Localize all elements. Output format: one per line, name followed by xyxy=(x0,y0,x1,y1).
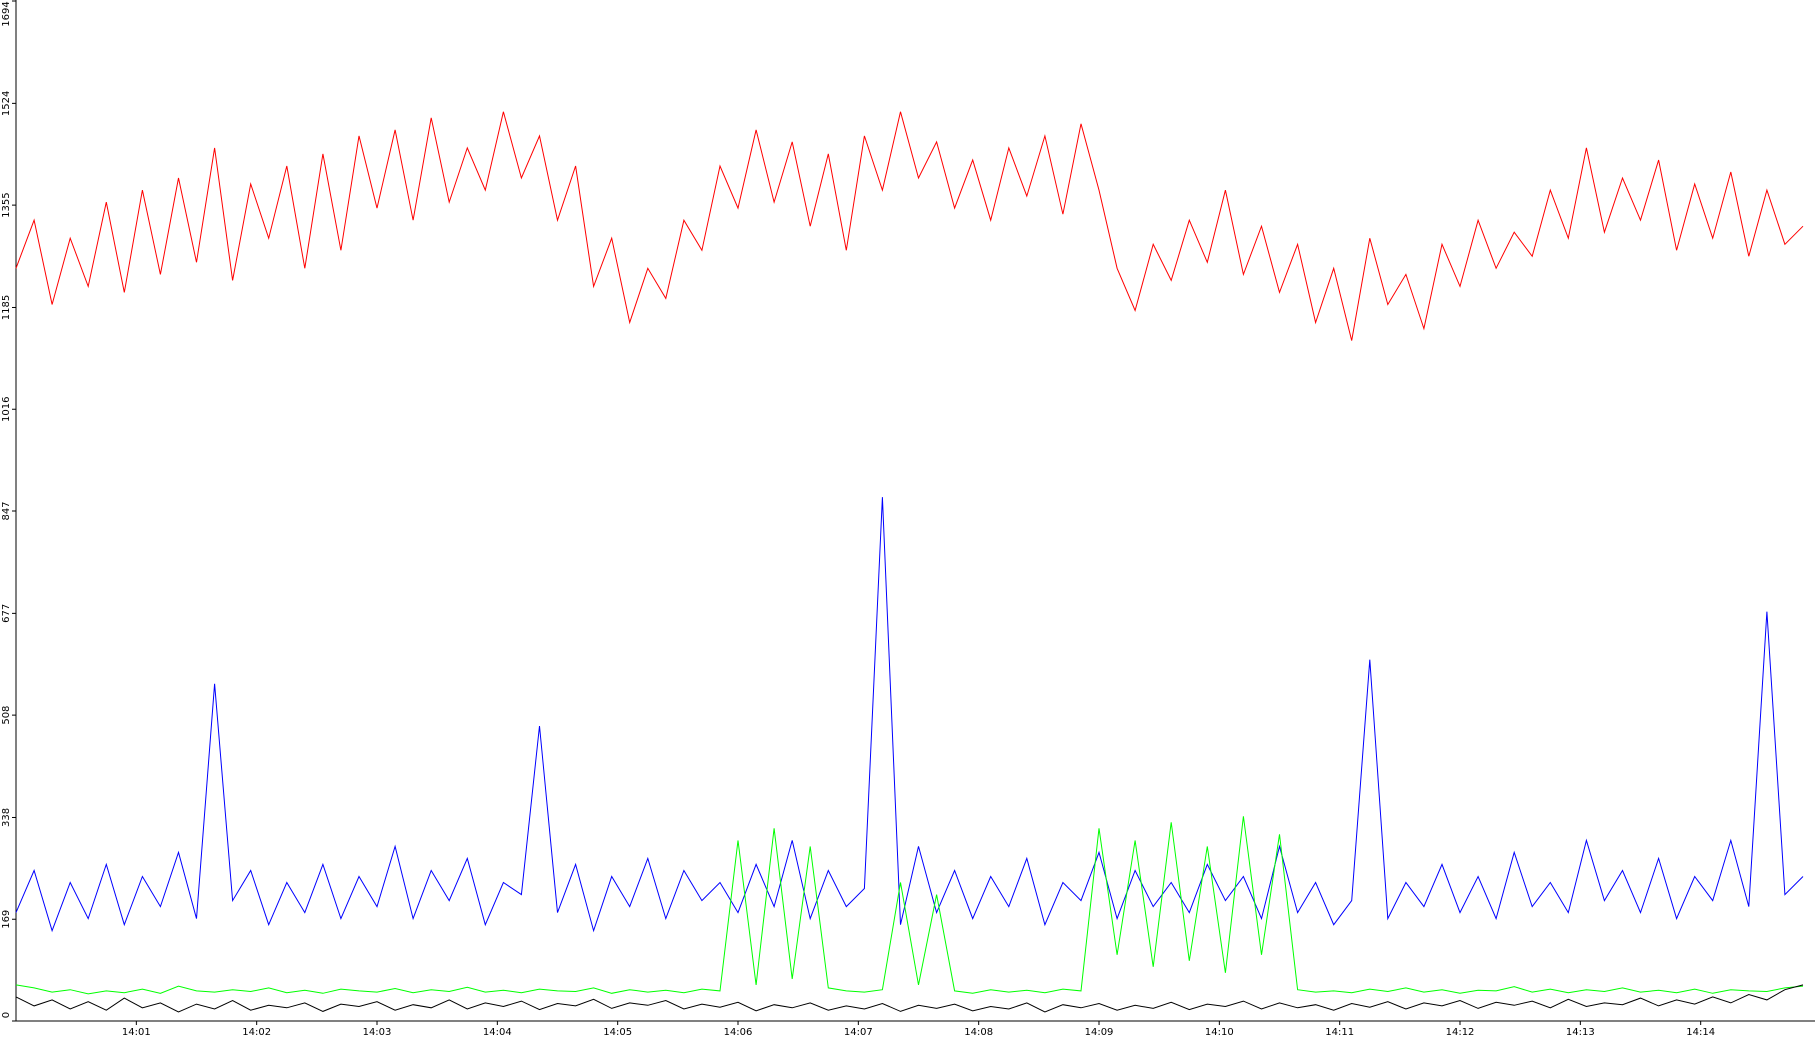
y-tick-label: 677 xyxy=(1,604,12,623)
x-tick-label: 14:01 xyxy=(122,1027,151,1038)
y-tick-label: 1524 xyxy=(1,91,12,116)
x-tick-label: 14:10 xyxy=(1205,1027,1234,1038)
y-tick-label: 508 xyxy=(1,706,12,725)
x-tick-label: 14:03 xyxy=(363,1027,392,1038)
y-tick-label: 169 xyxy=(1,910,12,929)
y-tick-label: 1694 xyxy=(1,1,12,26)
series-line xyxy=(15,984,1804,1013)
series-line xyxy=(15,111,1804,341)
y-tick-label: 1185 xyxy=(1,295,12,320)
x-tick-label: 14:12 xyxy=(1446,1027,1475,1038)
x-tick-label: 14:04 xyxy=(483,1027,512,1038)
x-tick-label: 14:14 xyxy=(1686,1027,1715,1038)
x-tick-label: 14:06 xyxy=(724,1027,753,1038)
series-line xyxy=(15,497,1804,933)
y-tick-label: 1355 xyxy=(1,192,12,217)
x-tick-label: 14:11 xyxy=(1325,1027,1354,1038)
x-tick-label: 14:08 xyxy=(964,1027,993,1038)
x-tick-label: 14:13 xyxy=(1566,1027,1595,1038)
y-tick-label: 1016 xyxy=(1,397,12,422)
x-tick-label: 14:07 xyxy=(844,1027,873,1038)
x-tick-label: 14:05 xyxy=(603,1027,632,1038)
y-tick-label: 0 xyxy=(1,1012,12,1018)
x-tick-label: 14:02 xyxy=(242,1027,271,1038)
series-line xyxy=(15,816,1804,995)
y-tick-label: 338 xyxy=(1,808,12,827)
x-tick-label: 14:09 xyxy=(1085,1027,1114,1038)
y-tick-label: 847 xyxy=(1,501,12,520)
